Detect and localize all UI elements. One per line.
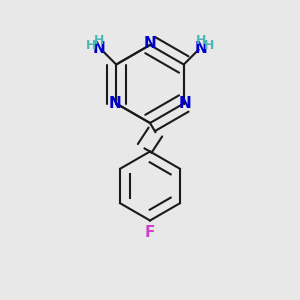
Text: N: N [144, 36, 156, 51]
Text: N: N [93, 41, 106, 56]
Text: H: H [86, 39, 96, 52]
Text: H: H [204, 39, 214, 52]
Text: H: H [196, 34, 206, 47]
Text: H: H [94, 34, 104, 47]
Text: N: N [194, 41, 207, 56]
Text: N: N [179, 96, 192, 111]
Text: N: N [108, 96, 121, 111]
Text: F: F [145, 225, 155, 240]
